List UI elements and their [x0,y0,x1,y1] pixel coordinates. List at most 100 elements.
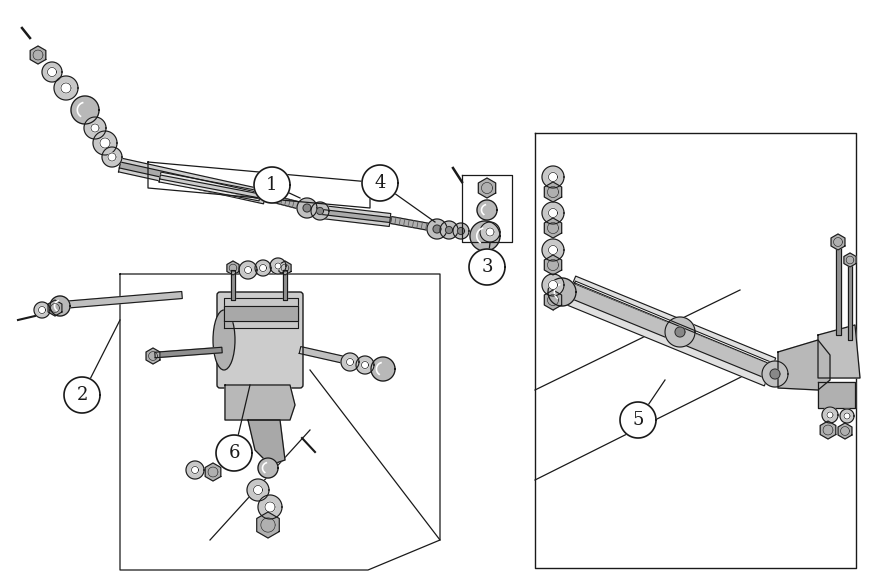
Polygon shape [545,218,561,238]
Polygon shape [542,274,564,296]
Polygon shape [840,409,854,423]
Polygon shape [545,182,561,202]
Polygon shape [564,276,776,386]
Polygon shape [48,300,62,316]
Polygon shape [321,206,391,227]
Polygon shape [478,178,496,198]
Polygon shape [835,243,841,335]
Polygon shape [822,407,838,423]
Polygon shape [159,172,261,201]
Polygon shape [848,260,852,340]
FancyBboxPatch shape [217,292,303,388]
Polygon shape [762,361,788,387]
Text: 1: 1 [266,176,278,194]
Polygon shape [548,245,558,255]
Polygon shape [362,165,398,201]
Polygon shape [545,290,561,310]
Polygon shape [322,210,390,223]
Polygon shape [64,377,100,413]
Polygon shape [270,258,286,274]
Text: 4: 4 [375,174,386,192]
Polygon shape [457,228,464,235]
Polygon shape [827,412,833,418]
Polygon shape [818,382,855,408]
Polygon shape [477,200,497,220]
Text: 5: 5 [632,411,643,429]
Polygon shape [567,283,773,379]
Polygon shape [283,270,287,300]
Polygon shape [61,83,71,93]
Polygon shape [341,353,359,371]
Polygon shape [371,357,395,381]
Polygon shape [480,222,500,242]
Polygon shape [427,219,447,239]
Polygon shape [545,255,561,275]
Polygon shape [469,249,505,285]
Polygon shape [548,278,576,306]
Polygon shape [230,270,235,300]
Polygon shape [47,68,57,77]
Polygon shape [239,261,257,279]
Polygon shape [34,302,50,318]
Polygon shape [279,261,291,275]
Polygon shape [102,147,122,167]
Polygon shape [248,420,285,465]
Polygon shape [84,117,106,139]
Polygon shape [838,423,852,439]
Polygon shape [205,463,221,481]
Polygon shape [548,172,558,182]
Polygon shape [119,158,266,204]
Polygon shape [257,512,279,538]
Polygon shape [675,327,685,337]
Polygon shape [62,291,182,308]
Polygon shape [844,253,856,267]
Polygon shape [778,340,830,390]
Polygon shape [303,204,311,212]
Polygon shape [254,167,290,203]
Polygon shape [542,202,564,224]
Polygon shape [253,485,263,495]
Polygon shape [258,495,282,519]
Polygon shape [440,221,458,239]
Polygon shape [265,194,306,210]
Polygon shape [548,208,558,217]
Polygon shape [91,124,99,132]
Polygon shape [186,461,204,479]
Polygon shape [844,413,850,419]
Polygon shape [548,280,558,290]
Text: 3: 3 [481,258,492,276]
Polygon shape [100,138,110,148]
Polygon shape [818,325,860,378]
Polygon shape [255,260,271,276]
Polygon shape [470,221,500,251]
Polygon shape [574,281,773,365]
Polygon shape [50,296,70,316]
Polygon shape [93,131,117,155]
Polygon shape [247,479,269,501]
Polygon shape [244,266,251,273]
Polygon shape [665,317,695,347]
Polygon shape [433,225,441,233]
Polygon shape [120,162,265,200]
Polygon shape [224,305,298,321]
Polygon shape [297,198,317,218]
Polygon shape [146,348,160,364]
Polygon shape [54,76,78,100]
Polygon shape [42,62,62,82]
Polygon shape [160,175,260,198]
Polygon shape [155,347,223,358]
Polygon shape [453,223,469,239]
Polygon shape [299,346,381,371]
Polygon shape [620,402,656,438]
Polygon shape [108,153,116,161]
Polygon shape [258,458,278,478]
Polygon shape [191,467,198,474]
Polygon shape [31,46,45,64]
Polygon shape [347,359,354,366]
Polygon shape [216,435,252,471]
Polygon shape [821,421,835,439]
Polygon shape [224,298,298,328]
Polygon shape [831,234,845,250]
Polygon shape [770,369,780,379]
Polygon shape [265,502,275,512]
